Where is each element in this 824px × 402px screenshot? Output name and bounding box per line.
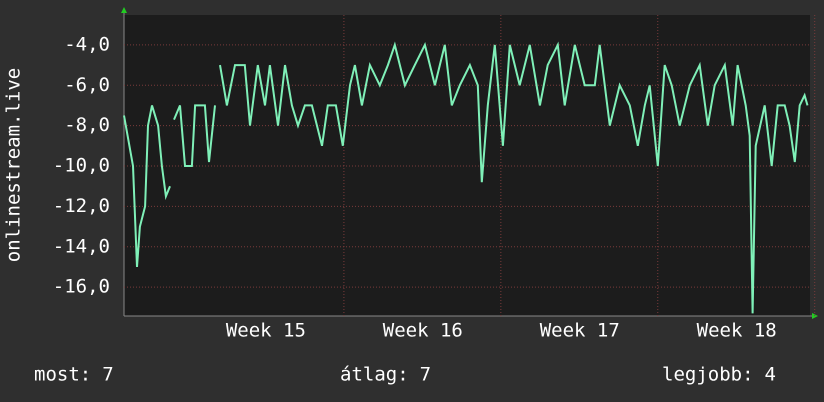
plot-area <box>124 15 810 316</box>
y-tick-label: -6,0 <box>64 74 110 96</box>
stat-value: 4 <box>765 364 776 386</box>
stat-label: legjobb: <box>662 364 754 386</box>
x-tick-label: Week 17 <box>540 320 620 342</box>
x-tick-label: Week 16 <box>383 320 463 342</box>
y-tick-label: -10,0 <box>53 155 110 177</box>
y-tick-label: -4,0 <box>64 33 110 55</box>
plot: -4,0 -6,0 -8,0 -10,0 -12,0 -14,0 -16,0 Week 15 W… <box>53 15 816 342</box>
stats: most: 7 átlag: 7 legjobb: 4 <box>34 364 776 386</box>
x-tick-label: Week 15 <box>226 320 306 342</box>
x-tick-label: Week 18 <box>697 320 777 342</box>
stat-value: 7 <box>102 364 113 386</box>
y-axis-arrow <box>121 7 127 13</box>
y-tick-label: -16,0 <box>53 276 110 298</box>
data-line <box>173 104 216 167</box>
stat-value: 7 <box>420 364 431 386</box>
y-tick-label: -8,0 <box>64 114 110 136</box>
data-line <box>123 105 171 267</box>
stat-label: átlag: <box>340 364 409 386</box>
stat-label: most: <box>34 364 91 386</box>
y-tick-label: -12,0 <box>53 195 110 217</box>
y-tick-label: -14,0 <box>53 235 110 257</box>
data-line <box>219 41 809 314</box>
y-axis-label: onlinestream.live <box>3 68 25 262</box>
